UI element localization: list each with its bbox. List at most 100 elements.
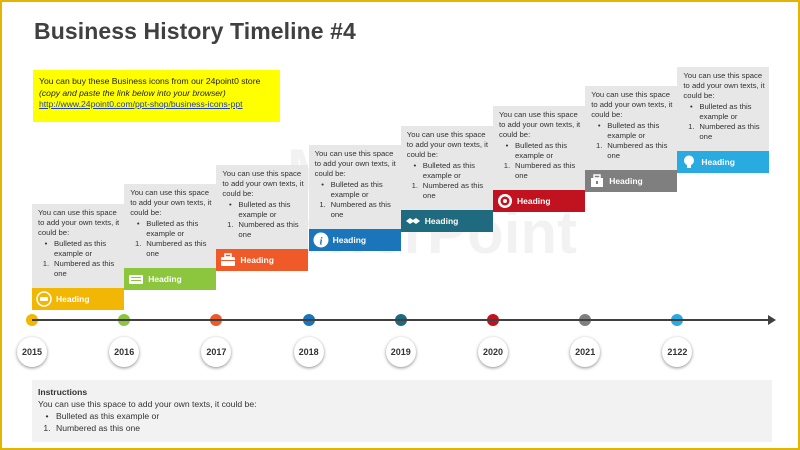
handshake-icon	[405, 213, 421, 229]
instructions-bullet-text: Bulleted as this example or	[56, 411, 160, 421]
year-badge: 2015	[17, 337, 47, 367]
instructions-bullet: • Bulleted as this example or	[38, 410, 764, 422]
slide-title: Business History Timeline #4	[34, 18, 356, 44]
number-marker: 1.	[688, 121, 695, 131]
milestone-numbered-text: Numbered as this one	[146, 239, 207, 259]
milestone-numbered: 1. Numbered as this one	[315, 200, 397, 220]
milestone-numbered: 1. Numbered as this one	[683, 122, 765, 142]
milestone-heading: Heading	[517, 196, 551, 206]
milestone-heading: Heading	[56, 294, 90, 304]
store-note-instruction: (copy and paste the link below into your…	[39, 87, 226, 98]
year-badge: 2016	[109, 337, 140, 367]
instructions-numbered: 1. Numbered as this one	[38, 422, 764, 434]
milestone-bullet: • Bulleted as this example or	[315, 180, 397, 200]
milestone-numbered: 1. Numbered as this one	[38, 259, 120, 279]
briefcase-icon	[220, 252, 236, 268]
bullet-marker: •	[45, 411, 49, 421]
number-marker: 1.	[411, 180, 418, 190]
milestone-numbered-text: Numbered as this one	[699, 121, 760, 141]
milestone-heading-bar: Heading	[677, 150, 770, 173]
milestone-intro: You can use this space to add your own t…	[683, 70, 765, 100]
milestone-bullet: • Bulleted as this example or	[407, 161, 489, 181]
milestone-numbered-text: Numbered as this one	[422, 180, 484, 200]
instructions-panel: Instructions You can use this space to a…	[32, 380, 772, 442]
milestone-bullet-text: Bulleted as this example or	[238, 199, 291, 219]
milestone-heading-bar: Heading	[216, 248, 309, 271]
bullet-marker: •	[505, 141, 509, 150]
milestone-heading: Heading	[148, 274, 182, 285]
number-marker: 1.	[227, 219, 234, 229]
milestone-numbered: 1. Numbered as this one	[222, 220, 304, 240]
year-badge: 2020	[478, 337, 508, 367]
milestone-numbered-text: Numbered as this one	[515, 161, 576, 180]
instructions-intro: You can use this space to add your own t…	[38, 399, 257, 409]
milestone-bullet: • Bulleted as this example or	[591, 121, 673, 141]
milestone-bullet: • Bulleted as this example or	[499, 141, 581, 161]
number-marker: 1.	[134, 239, 142, 249]
milestone-bullet: • Bulleted as this example or	[222, 200, 304, 220]
milestone-bullet-text: Bulleted as this example or	[422, 160, 475, 180]
number-marker: 1.	[42, 259, 50, 268]
year-badge: 2021	[570, 337, 601, 367]
milestone-bullet-text: Bulleted as this example or	[515, 141, 568, 160]
milestone-text-box: You can use this space to add your own t…	[216, 164, 309, 249]
milestone-numbered: 1. Numbered as this one	[407, 181, 489, 201]
milestone-numbered-text: Numbered as this one	[330, 200, 391, 220]
case-icon	[589, 173, 605, 189]
milestone-intro: You can use this space to add your own t…	[591, 90, 673, 120]
keyboard-icon	[128, 271, 144, 287]
milestone-intro: You can use this space to add your own t…	[222, 168, 304, 198]
milestone-text-box: You can use this space to add your own t…	[585, 86, 678, 171]
milestone-heading-bar: i Heading	[308, 229, 401, 252]
year-badge: 2018	[293, 337, 324, 367]
milestone-heading-bar: Heading	[493, 190, 585, 212]
milestone-bullet-text: Bulleted as this example or	[330, 180, 383, 200]
store-link[interactable]: http://www.24point0.com/ppt-shop/busines…	[39, 99, 243, 109]
bullet-marker: •	[229, 199, 232, 209]
milestone-numbered: 1. Numbered as this one	[499, 161, 581, 181]
milestone-text-box: You can use this space to add your own t…	[493, 106, 585, 190]
number-marker: 1.	[319, 200, 326, 210]
milestone-numbered-text: Numbered as this one	[238, 219, 299, 239]
bullet-marker: •	[690, 101, 693, 111]
year-badge: 2017	[201, 337, 232, 367]
milestone-numbered-text: Numbered as this one	[54, 259, 115, 278]
number-marker: 1.	[503, 161, 511, 170]
milestone-numbered-text: Numbered as this one	[607, 141, 668, 161]
milestone-text-box: You can use this space to add your own t…	[124, 184, 217, 269]
store-note: You can buy these Business icons from ou…	[33, 70, 280, 122]
timeline-arrow-icon	[768, 315, 776, 325]
milestone-heading: Heading	[609, 176, 643, 187]
lightbulb-icon	[681, 154, 697, 170]
timeline-axis	[32, 319, 770, 321]
milestone-heading-bar: Heading	[32, 288, 124, 310]
instructions-numbered-text: Numbered as this one	[56, 423, 141, 433]
milestone-heading-bar: Heading	[124, 268, 217, 291]
milestone-intro: You can use this space to add your own t…	[38, 208, 120, 237]
speech-icon	[36, 291, 52, 307]
instructions-heading: Instructions	[38, 387, 88, 397]
milestone-intro: You can use this space to add your own t…	[130, 188, 212, 218]
milestone-bullet-text: Bulleted as this example or	[54, 239, 107, 258]
milestone-text-box: You can use this space to add your own t…	[308, 145, 401, 230]
number-marker: 1.	[43, 423, 51, 433]
milestone-heading-bar: Heading	[400, 209, 493, 232]
target-icon	[497, 193, 513, 209]
milestone-numbered: 1. Numbered as this one	[130, 239, 212, 259]
year-badge: 2019	[385, 337, 416, 367]
milestone-bullet-text: Bulleted as this example or	[607, 121, 660, 141]
bullet-marker: •	[44, 239, 48, 248]
svg-text:i: i	[319, 236, 323, 248]
bullet-marker: •	[136, 219, 140, 229]
milestone-intro: You can use this space to add your own t…	[499, 110, 581, 139]
milestone-heading: Heading	[332, 235, 367, 246]
store-note-line: You can buy these Business icons from ou…	[39, 76, 261, 86]
milestone-bullet-text: Bulleted as this example or	[146, 219, 199, 239]
milestone-intro: You can use this space to add your own t…	[314, 149, 396, 179]
milestone-heading-bar: Heading	[585, 170, 678, 193]
bullet-marker: •	[413, 160, 417, 170]
milestone-text-box: You can use this space to add your own t…	[32, 204, 124, 288]
milestone-heading: Heading	[701, 156, 735, 167]
info-icon: i	[313, 232, 329, 248]
